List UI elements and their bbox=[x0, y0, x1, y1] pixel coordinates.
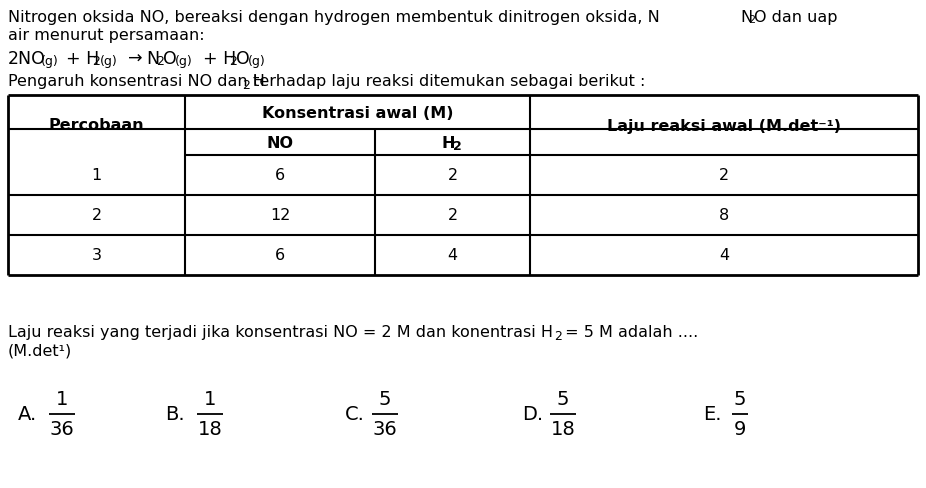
Text: 12: 12 bbox=[269, 208, 290, 223]
Text: 18: 18 bbox=[197, 419, 222, 438]
Text: 4: 4 bbox=[447, 248, 457, 263]
Text: (g): (g) bbox=[248, 55, 266, 68]
Text: 2: 2 bbox=[156, 55, 164, 68]
Text: + H: + H bbox=[66, 50, 99, 68]
Text: Nitrogen oksida NO, bereaksi dengan hydrogen membentuk dinitrogen oksida, N: Nitrogen oksida NO, bereaksi dengan hydr… bbox=[8, 10, 659, 25]
Text: 1: 1 bbox=[56, 389, 69, 408]
Text: Konsentrasi awal (M): Konsentrasi awal (M) bbox=[262, 105, 453, 120]
Text: (M.det¹): (M.det¹) bbox=[8, 343, 72, 358]
Text: N: N bbox=[740, 10, 752, 25]
Text: (g): (g) bbox=[175, 55, 193, 68]
Text: + H: + H bbox=[203, 50, 236, 68]
Text: 9: 9 bbox=[733, 419, 746, 438]
Text: E.: E. bbox=[703, 405, 721, 424]
Text: (g): (g) bbox=[100, 55, 118, 68]
Text: NO: NO bbox=[267, 135, 294, 150]
Text: 2: 2 bbox=[92, 208, 102, 223]
Text: air menurut persamaan:: air menurut persamaan: bbox=[8, 28, 205, 43]
Text: D.: D. bbox=[522, 405, 544, 424]
Text: O: O bbox=[236, 50, 250, 68]
Text: 2: 2 bbox=[242, 79, 250, 92]
Text: 36: 36 bbox=[50, 419, 74, 438]
Text: 2NO: 2NO bbox=[8, 50, 46, 68]
Text: (g): (g) bbox=[41, 55, 58, 68]
Text: 5: 5 bbox=[379, 389, 392, 408]
Text: Pengaruh konsentrasi NO dan H: Pengaruh konsentrasi NO dan H bbox=[8, 74, 265, 89]
Text: →: → bbox=[128, 50, 143, 68]
Text: 6: 6 bbox=[275, 168, 285, 183]
Text: B.: B. bbox=[165, 405, 185, 424]
Text: 2: 2 bbox=[92, 55, 100, 68]
Text: 5: 5 bbox=[557, 389, 569, 408]
Text: C.: C. bbox=[345, 405, 365, 424]
Text: 2: 2 bbox=[229, 55, 237, 68]
Text: 5: 5 bbox=[733, 389, 746, 408]
Text: O: O bbox=[163, 50, 177, 68]
Text: 2: 2 bbox=[447, 168, 457, 183]
Text: 36: 36 bbox=[372, 419, 397, 438]
Text: 1: 1 bbox=[92, 168, 102, 183]
Text: 6: 6 bbox=[275, 248, 285, 263]
Text: = 5 M adalah ....: = 5 M adalah .... bbox=[560, 325, 698, 339]
Text: 18: 18 bbox=[551, 419, 575, 438]
Text: terhadap laju reaksi ditemukan sebagai berikut :: terhadap laju reaksi ditemukan sebagai b… bbox=[248, 74, 645, 89]
Text: H: H bbox=[442, 135, 456, 150]
Text: Laju reaksi yang terjadi jika konsentrasi NO = 2 M dan konentrasi H: Laju reaksi yang terjadi jika konsentras… bbox=[8, 325, 553, 339]
Text: 2: 2 bbox=[453, 140, 462, 153]
Text: A.: A. bbox=[18, 405, 37, 424]
Text: 3: 3 bbox=[92, 248, 102, 263]
Text: 2: 2 bbox=[554, 329, 562, 342]
Text: 2: 2 bbox=[748, 15, 755, 25]
Text: 4: 4 bbox=[719, 248, 729, 263]
Text: N: N bbox=[146, 50, 159, 68]
Text: Percobaan: Percobaan bbox=[49, 118, 144, 133]
Text: 2: 2 bbox=[719, 168, 729, 183]
Text: Laju reaksi awal (M.det⁻¹): Laju reaksi awal (M.det⁻¹) bbox=[607, 118, 841, 133]
Text: 2: 2 bbox=[447, 208, 457, 223]
Text: O dan uap: O dan uap bbox=[754, 10, 837, 25]
Text: 8: 8 bbox=[719, 208, 729, 223]
Text: 1: 1 bbox=[204, 389, 216, 408]
